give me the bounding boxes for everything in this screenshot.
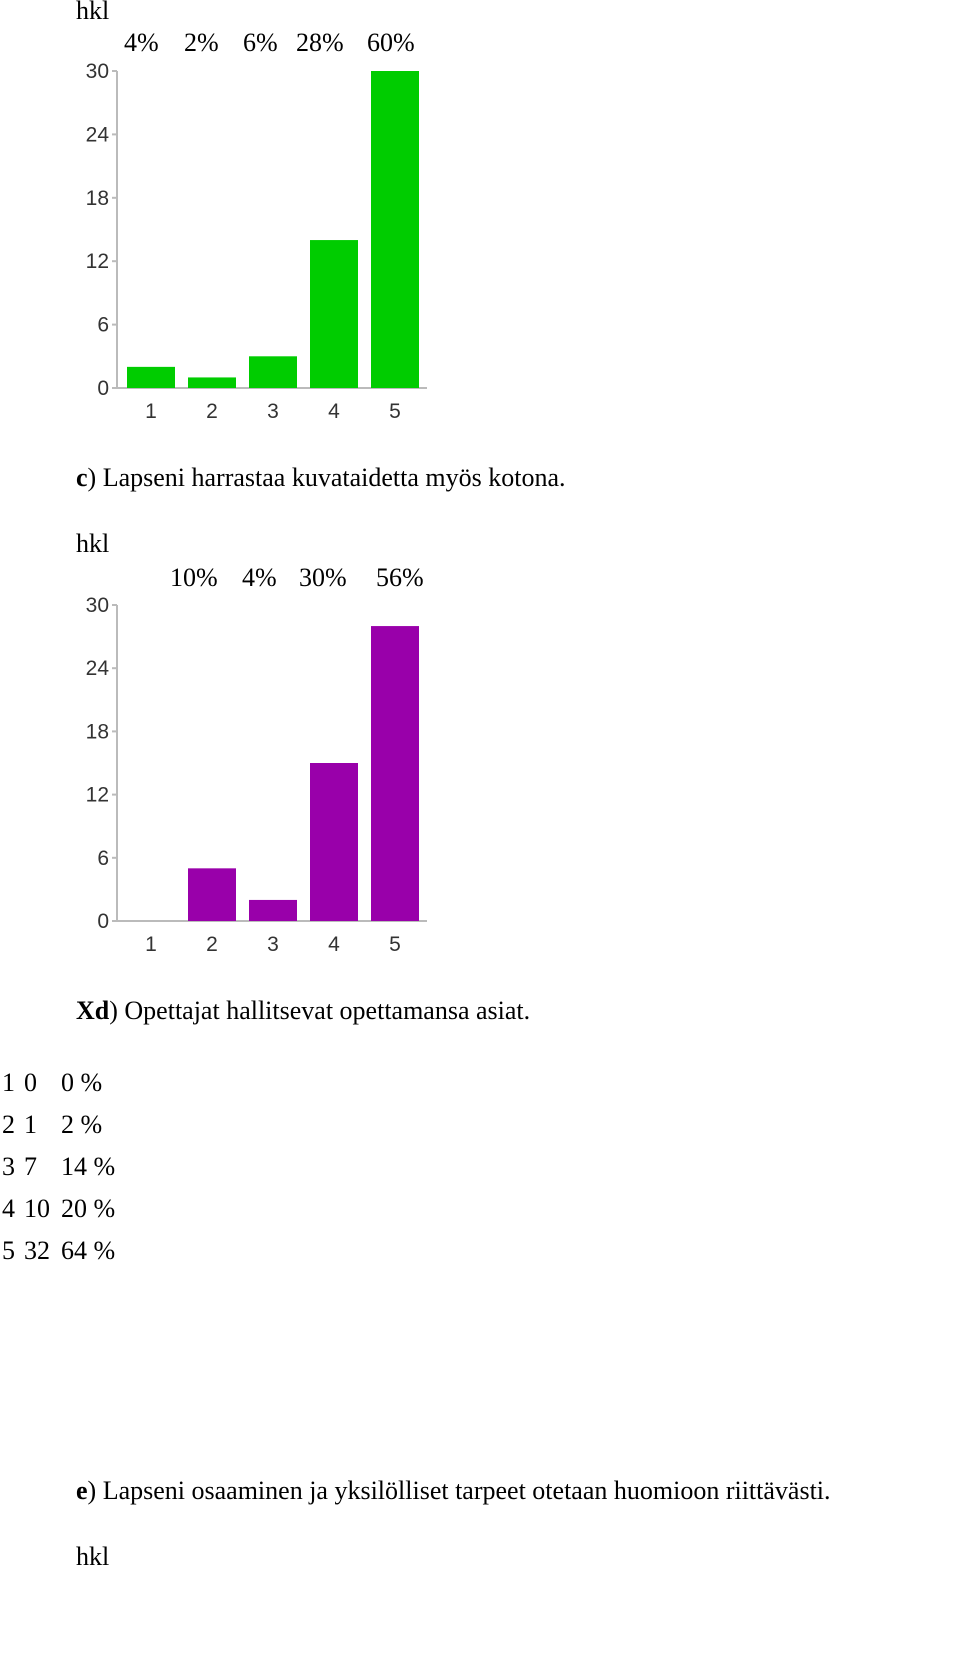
chart1-percent-label: 2%	[184, 28, 219, 57]
y-tick-label: 6	[97, 314, 109, 337]
count-cell: 0	[24, 1068, 37, 1097]
y-tick-label: 30	[86, 60, 109, 83]
y-tick-label: 6	[97, 847, 109, 870]
section-d-prefix: Xd	[76, 996, 110, 1025]
count-cell: 1	[24, 1110, 37, 1139]
y-tick-label: 24	[86, 657, 110, 680]
x-tick-label: 3	[267, 933, 279, 956]
bar	[310, 240, 358, 388]
option-cell: 2	[2, 1110, 15, 1139]
x-tick-label: 2	[206, 400, 218, 423]
x-tick-label: 1	[145, 933, 157, 956]
bar	[310, 763, 358, 921]
chart2-title: c) Lapseni harrastaa kuvataidetta myös k…	[76, 463, 566, 493]
y-tick-label: 12	[86, 250, 109, 273]
percent-cell: 2 %	[61, 1110, 103, 1139]
chart1-percent-label: 4%	[124, 28, 159, 57]
percent-cell: 0 %	[61, 1068, 103, 1097]
chart2-ylabel: hkl	[76, 529, 110, 558]
y-tick-label: 30	[86, 594, 109, 617]
bar	[249, 356, 297, 388]
chart2-title-text: ) Lapseni harrastaa kuvataidetta myös ko…	[87, 463, 566, 492]
bar	[371, 626, 419, 921]
section-d-title-text: ) Opettajat hallitsevat opettamansa asia…	[109, 996, 531, 1025]
x-tick-label: 3	[267, 400, 279, 423]
percent-cell: 64 %	[61, 1236, 116, 1265]
y-tick-label: 0	[97, 910, 109, 933]
chart2-percent-label: 56%	[376, 563, 424, 592]
x-tick-label: 5	[389, 933, 401, 956]
option-cell: 1	[2, 1068, 15, 1097]
y-tick-label: 18	[86, 187, 109, 210]
section-e-title: e) Lapseni osaaminen ja yksilölliset tar…	[76, 1476, 831, 1506]
x-tick-label: 5	[389, 400, 401, 423]
option-cell: 4	[2, 1194, 15, 1223]
section-e-title-text: ) Lapseni osaaminen ja yksilölliset tarp…	[87, 1476, 831, 1505]
y-tick-label: 0	[97, 377, 109, 400]
chart1-percent-label: 60%	[367, 28, 415, 57]
x-tick-label: 4	[328, 933, 340, 956]
count-cell: 10	[24, 1194, 50, 1223]
section-e-prefix: e	[76, 1476, 88, 1505]
bar	[371, 71, 419, 388]
count-cell: 7	[24, 1152, 37, 1181]
chart2-percent-label: 4%	[242, 563, 277, 592]
y-tick-label: 12	[86, 784, 109, 807]
option-cell: 5	[2, 1236, 15, 1265]
x-tick-label: 2	[206, 933, 218, 956]
option-cell: 3	[2, 1152, 15, 1181]
chart1-ylabel: hkl	[76, 0, 110, 25]
section-e-ylabel: hkl	[76, 1542, 110, 1571]
bar	[188, 377, 236, 388]
percent-cell: 14 %	[61, 1152, 116, 1181]
bar	[188, 868, 236, 921]
x-tick-label: 4	[328, 400, 340, 423]
section-d-title: Xd) Opettajat hallitsevat opettamansa as…	[76, 996, 530, 1026]
count-cell: 32	[24, 1236, 50, 1265]
chart2-percent-label: 10%	[170, 563, 218, 592]
bar	[249, 899, 297, 921]
y-tick-label: 18	[86, 720, 109, 743]
bar	[127, 366, 175, 388]
chart2-title-prefix: c	[76, 463, 88, 492]
y-tick-label: 24	[86, 123, 110, 146]
chart1-percent-label: 6%	[243, 28, 278, 57]
chart1-percent-label: 28%	[296, 28, 344, 57]
x-tick-label: 1	[145, 400, 157, 423]
chart2-percent-label: 30%	[299, 563, 347, 592]
percent-cell: 20 %	[61, 1194, 116, 1223]
